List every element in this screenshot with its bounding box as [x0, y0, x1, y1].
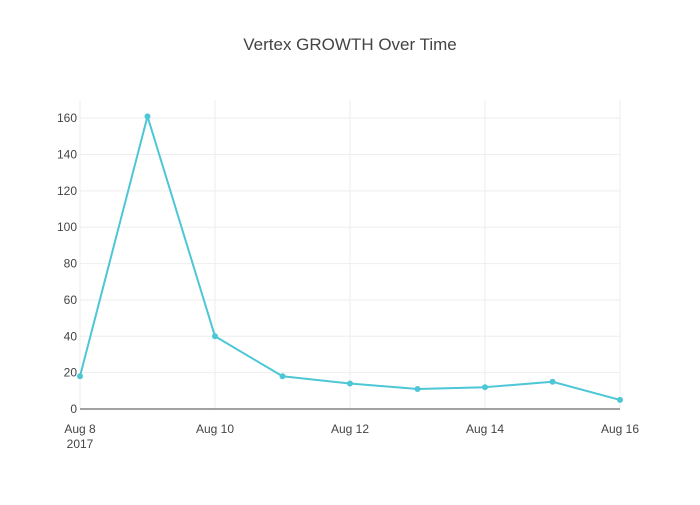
y-tick-label: 120 [57, 184, 77, 198]
y-tick-label: 100 [57, 220, 77, 234]
data-point[interactable] [144, 113, 151, 120]
x-tick-label: Aug 14 [466, 422, 504, 436]
data-point[interactable] [347, 380, 353, 387]
data-point[interactable] [77, 373, 83, 380]
data-point[interactable] [212, 333, 218, 340]
data-point[interactable] [279, 373, 286, 380]
grid-layer [79, 100, 621, 410]
data-point[interactable] [414, 386, 421, 393]
x-tick-label: Aug 10 [196, 422, 234, 436]
y-tick-label: 60 [64, 293, 78, 307]
data-point[interactable] [549, 378, 556, 385]
y-tick-label: 140 [57, 148, 77, 162]
x-tick-label: Aug 16 [601, 422, 639, 436]
y-tick-label: 80 [64, 257, 78, 271]
y-tick-label: 20 [64, 366, 78, 380]
x-tick-label: Aug 8 [64, 422, 96, 436]
data-point[interactable] [617, 396, 623, 403]
x-tick-label: Aug 12 [331, 422, 369, 436]
y-tick-label: 160 [57, 111, 77, 125]
chart-title: Vertex GROWTH Over Time [243, 35, 456, 54]
series-layer [77, 113, 623, 403]
y-tick-label: 0 [70, 402, 77, 416]
x-tick-sublabel: 2017 [67, 437, 94, 451]
y-tick-label: 40 [64, 329, 78, 343]
data-point[interactable] [482, 384, 488, 391]
